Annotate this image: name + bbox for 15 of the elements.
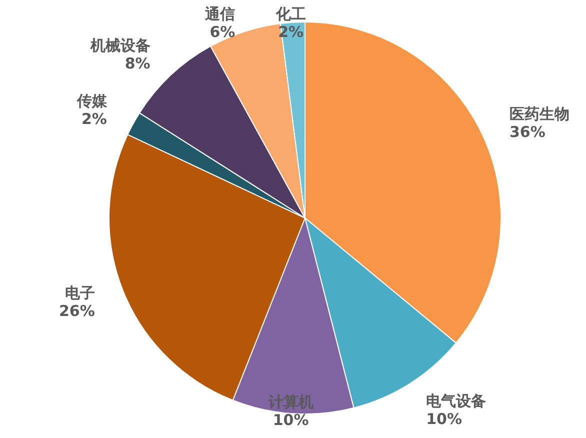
slice-label: 化工 (274, 5, 306, 23)
data-label: 6% (210, 23, 236, 41)
data-label: 2% (81, 110, 107, 128)
slice-label: 医药生物 (509, 104, 570, 123)
slice-label: 计算机 (267, 393, 314, 411)
data-label: 26% (58, 302, 95, 320)
data-label: 10% (426, 410, 462, 428)
slice-label: 机械设备 (89, 36, 150, 54)
slice-label: 电气设备 (426, 392, 486, 410)
slice-label: 电子 (64, 284, 95, 302)
data-label: 36% (509, 122, 546, 141)
data-label: 8% (124, 54, 150, 72)
data-label: 10% (272, 411, 309, 429)
slice-label: 通信 (204, 5, 236, 23)
slice-label: 传媒 (76, 92, 108, 110)
